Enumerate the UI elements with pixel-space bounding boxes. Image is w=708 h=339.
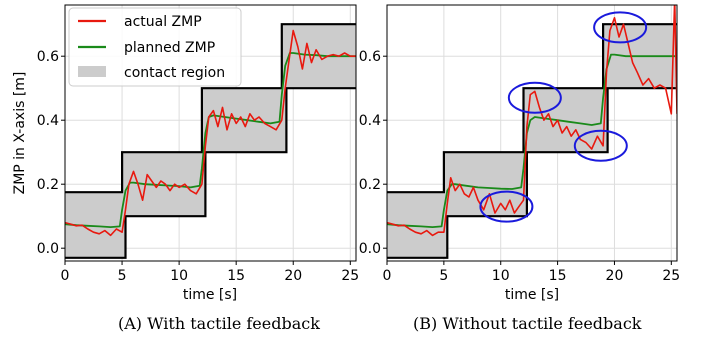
highlight-ellipse bbox=[479, 190, 534, 223]
legend-swatch-contact bbox=[78, 66, 106, 77]
highlight-ellipse bbox=[593, 11, 648, 44]
tick-label-x: 25 bbox=[341, 268, 359, 284]
ticks-a: 0 5 10 15 20 25 0.0 0.2 0.4 0.6 bbox=[37, 49, 359, 284]
chart-panel-b: 0 5 10 15 20 25 0.0 0.2 0.4 0.6 time [s] bbox=[359, 4, 680, 303]
plot-frame-b bbox=[386, 4, 678, 262]
contact-upper-edge bbox=[387, 23, 677, 194]
tick-label-y: 0.4 bbox=[359, 113, 381, 129]
xlabel-a: time [s] bbox=[183, 287, 237, 303]
plot-frame-a bbox=[64, 4, 357, 262]
tick-label-x: 0 bbox=[383, 268, 392, 284]
chart-panel-a: 0 5 10 15 20 25 0.0 0.2 0.4 0.6 time [s] ZMP in X… bbox=[12, 4, 359, 303]
contact-upper-edge bbox=[65, 23, 356, 194]
tick-label-y: 0.0 bbox=[37, 241, 59, 257]
tick-label-y: 0.2 bbox=[37, 177, 59, 193]
caption-a: (A) With tactile feedback bbox=[118, 314, 320, 333]
series-actual-zmp bbox=[387, 5, 677, 237]
tick-label-x: 15 bbox=[227, 268, 245, 284]
tick-label-x: 10 bbox=[170, 268, 188, 284]
ylabel-a: ZMP in X-axis [m] bbox=[12, 72, 28, 195]
legend-label-contact: contact region bbox=[124, 65, 225, 81]
tick-label-y: 0.4 bbox=[37, 113, 59, 129]
tick-label-x: 15 bbox=[549, 268, 567, 284]
tick-label-x: 10 bbox=[492, 268, 510, 284]
highlight-ellipse bbox=[573, 129, 628, 162]
lines-b bbox=[387, 5, 677, 237]
contact-region-fill bbox=[387, 24, 677, 258]
highlight-ellipses bbox=[479, 11, 648, 223]
series-actual-zmp bbox=[65, 29, 356, 237]
tick-label-y: 0.6 bbox=[359, 49, 381, 65]
tick-label-y: 0.6 bbox=[37, 49, 59, 65]
contact-region-b bbox=[387, 23, 677, 259]
caption-b: (B) Without tactile feedback bbox=[413, 314, 642, 333]
legend-box bbox=[68, 7, 242, 87]
tick-label-x: 5 bbox=[118, 268, 127, 284]
contact-lower-edge bbox=[65, 87, 356, 259]
tick-label-x: 25 bbox=[662, 268, 680, 284]
legend-label-actual: actual ZMP bbox=[124, 14, 202, 30]
xlabel-b: time [s] bbox=[505, 287, 559, 303]
highlight-ellipse bbox=[507, 81, 562, 114]
lines-a bbox=[65, 29, 356, 237]
tick-label-x: 5 bbox=[439, 268, 448, 284]
legend-label-planned: planned ZMP bbox=[124, 40, 215, 56]
series-planned-zmp bbox=[387, 53, 677, 229]
tick-label-x: 20 bbox=[606, 268, 624, 284]
tick-label-y: 0.0 bbox=[359, 241, 381, 257]
tick-label-y: 0.2 bbox=[359, 177, 381, 193]
legend: actual ZMP planned ZMP contact region bbox=[68, 7, 242, 87]
tick-label-x: 0 bbox=[61, 268, 70, 284]
tick-label-x: 20 bbox=[284, 268, 302, 284]
ticks-b: 0 5 10 15 20 25 0.0 0.2 0.4 0.6 bbox=[359, 49, 680, 284]
